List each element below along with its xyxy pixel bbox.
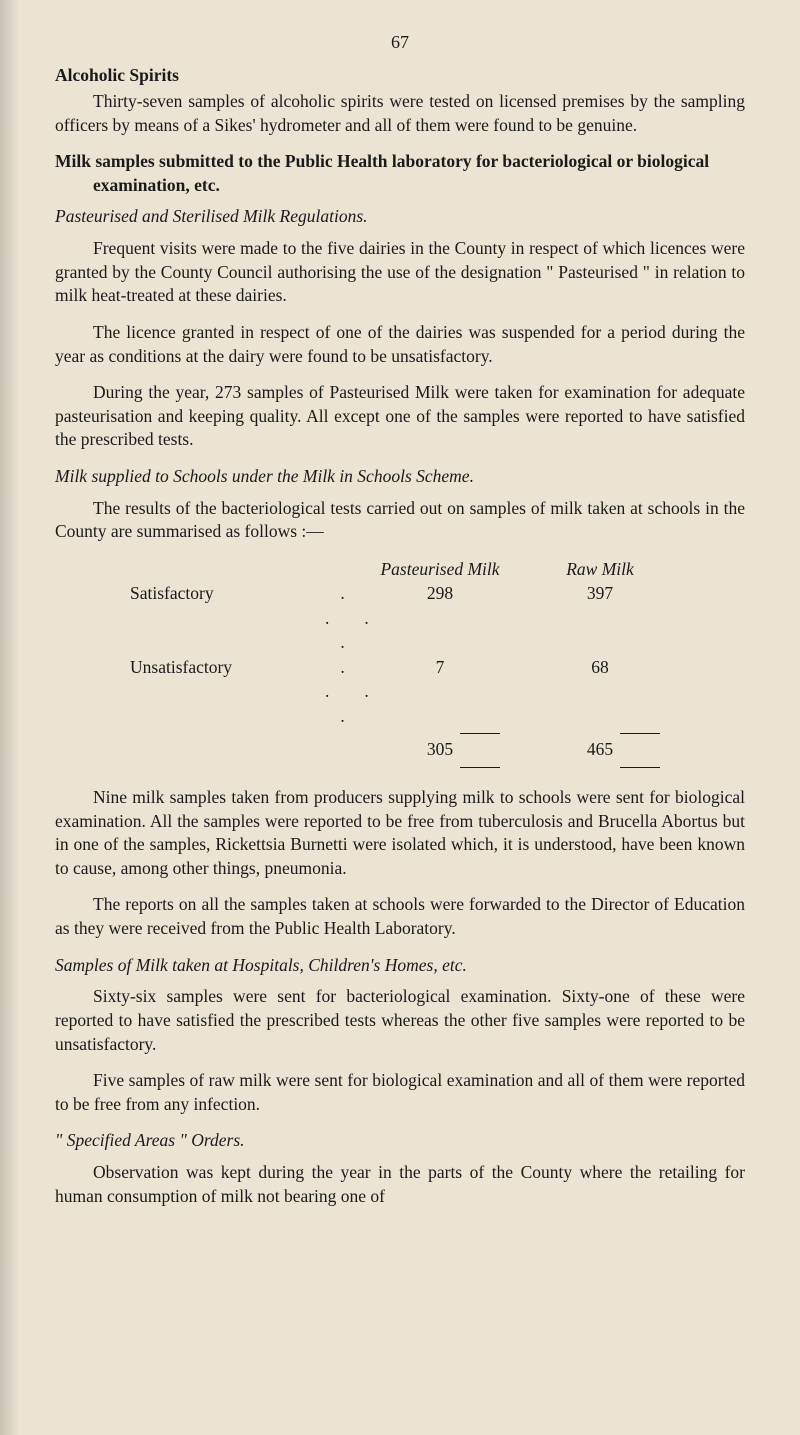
heading-specified-areas: " Specified Areas " Orders. (55, 1129, 745, 1153)
table-cell: 7 (360, 655, 520, 729)
table-rule-top (55, 733, 745, 734)
page-number: 67 (55, 30, 745, 54)
table-cell: 68 (520, 655, 680, 729)
heading-milk-samples: Milk samples submitted to the Public Hea… (55, 150, 745, 197)
table-row: Satisfactory . . . . 298 397 (55, 581, 745, 655)
table-header-empty (55, 557, 325, 582)
table-row: Unsatisfactory . . . . 7 68 (55, 655, 745, 729)
heading-hospitals: Samples of Milk taken at Hospitals, Chil… (55, 954, 745, 978)
para-schools-1: The results of the bacteriological tests… (55, 497, 745, 544)
heading-pasteurised-regulations: Pasteurised and Sterilised Milk Regulati… (55, 205, 745, 229)
table-row-label: Unsatisfactory (55, 655, 325, 729)
table-cell: 298 (360, 581, 520, 655)
para-specified-areas-1: Observation was kept during the year in … (55, 1161, 745, 1208)
para-alcoholic-spirits-1: Thirty-seven samples of alcoholic spirit… (55, 90, 745, 137)
para-pasteurised-3: During the year, 273 samples of Pasteuri… (55, 381, 745, 452)
table-header-row: Pasteurised Milk Raw Milk (55, 557, 745, 582)
para-hospitals-2: Five samples of raw milk were sent for b… (55, 1069, 745, 1116)
table-row-label: Satisfactory (55, 581, 325, 655)
para-schools-2: Nine milk samples taken from producers s… (55, 786, 745, 881)
table-total-cell: 465 (520, 737, 680, 762)
para-pasteurised-2: The licence granted in respect of one of… (55, 321, 745, 368)
para-pasteurised-1: Frequent visits were made to the five da… (55, 237, 745, 308)
table-col-header-2: Raw Milk (520, 557, 680, 582)
table-col-header-1: Pasteurised Milk (360, 557, 520, 582)
heading-alcoholic-spirits: Alcoholic Spirits (55, 64, 745, 88)
table-cell: 397 (520, 581, 680, 655)
page-shadow (0, 0, 20, 1435)
milk-table: Pasteurised Milk Raw Milk Satisfactory .… (55, 557, 745, 768)
table-total-cell: 305 (360, 737, 520, 762)
table-total-row: 305 465 (55, 737, 745, 762)
para-hospitals-1: Sixty-six samples were sent for bacterio… (55, 985, 745, 1056)
para-schools-3: The reports on all the samples taken at … (55, 893, 745, 940)
table-rule-bottom (55, 767, 745, 768)
heading-schools-scheme: Milk supplied to Schools under the Milk … (55, 465, 745, 489)
